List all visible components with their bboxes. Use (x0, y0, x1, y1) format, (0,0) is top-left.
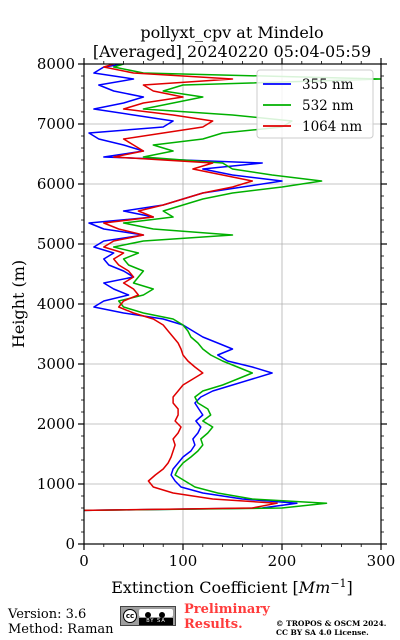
x-axis-label: Extinction Coefficient [Mm−1] (111, 577, 353, 597)
x-tick-label: 100 (169, 552, 198, 570)
series-lines (84, 64, 381, 512)
series-line-2 (84, 64, 381, 512)
version-label: Version: 3.6 (8, 607, 87, 622)
y-axis-label: Height (m) (9, 260, 28, 348)
preliminary-notice: Preliminary Results. (184, 602, 270, 632)
legend-label: 532 nm (302, 98, 354, 114)
y-tick-label: 0 (65, 535, 75, 553)
legend: 355 nm 532 nm 1064 nm (256, 69, 374, 139)
y-tick-label: 2000 (37, 415, 75, 433)
cc-icon: cc (123, 609, 137, 623)
copyright-line1: © TROPOS & OSCM 2024. (276, 619, 387, 628)
y-tick-label: 8000 (37, 55, 75, 73)
legend-label: 355 nm (302, 77, 354, 93)
method-label: Method: Raman (8, 622, 114, 637)
y-tick-label: 3000 (37, 355, 75, 373)
preliminary-line1: Preliminary (184, 602, 270, 617)
chart-title-line2: [Averaged] 20240220 05:04-05:59 (93, 42, 371, 61)
y-tick-label: 6000 (37, 175, 75, 193)
x-tick-label: 0 (79, 552, 89, 570)
cc-by-sa-text: BY SA (139, 618, 173, 625)
chart-title-line1: pollyxt_cpv at Mindelo (140, 23, 323, 42)
cc-attribution-bar (139, 609, 173, 618)
copyright-notice: © TROPOS & OSCM 2024. CC BY SA 4.0 Licen… (276, 619, 386, 637)
y-tick-label: 7000 (37, 115, 75, 133)
axis-ticks: 0 100 200 300010002000300040005000600070008… (37, 55, 396, 570)
preliminary-line2: Results. (184, 617, 243, 632)
y-tick-label: 5000 (37, 235, 75, 253)
y-tick-label: 1000 (37, 475, 75, 493)
legend-box (256, 69, 374, 139)
x-tick-label: 200 (268, 552, 297, 570)
series-line-3 (84, 64, 278, 512)
copyright-line2: CC BY SA 4.0 License. (276, 628, 369, 637)
cc-license-badge: cc BY SA (120, 606, 176, 626)
extinction-chart: 0 100 200 300010002000300040005000600070008… (9, 23, 396, 597)
y-tick-label: 4000 (37, 295, 75, 313)
legend-label: 1064 nm (302, 119, 362, 135)
x-tick-label: 300 (367, 552, 396, 570)
series-line-1 (84, 64, 298, 512)
